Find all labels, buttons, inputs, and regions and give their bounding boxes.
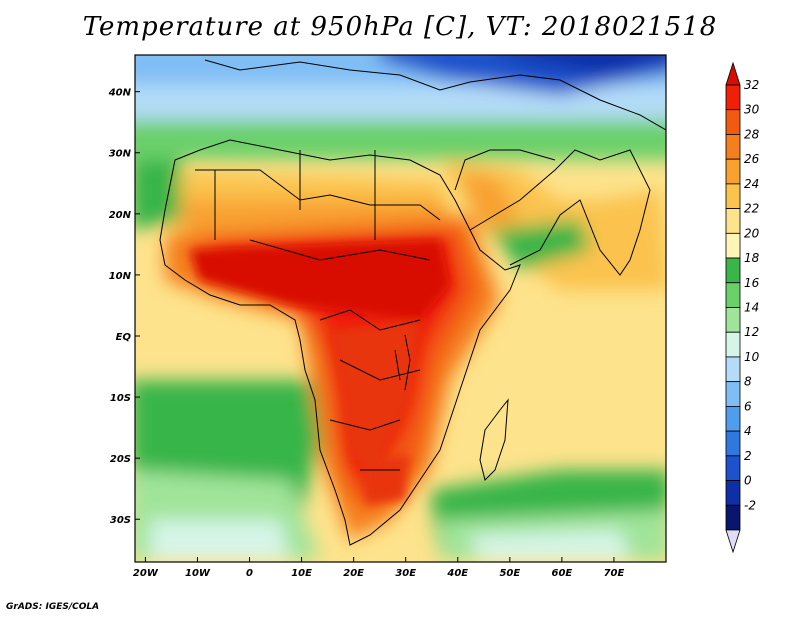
colorbar-segment	[725, 208, 741, 234]
colorbar-level-label: 8	[744, 375, 752, 389]
y-tick-label: 20N	[109, 210, 132, 221]
x-tick-label: 40E	[446, 568, 468, 579]
colorbar-segment	[725, 504, 741, 531]
x-tick-label: 10W	[185, 568, 211, 579]
colorbar-segment	[725, 430, 741, 457]
y-tick-label: 10N	[109, 271, 132, 282]
colorbar-level-label: 20	[744, 226, 760, 240]
colorbar-level-label: 0	[744, 474, 752, 488]
colorbar-segment	[725, 232, 741, 259]
x-tick-label: 10E	[291, 568, 312, 579]
colorbar-level-label: 16	[744, 276, 760, 290]
colorbar-segment	[725, 381, 741, 407]
colorbar-segment	[725, 158, 741, 185]
colorbar-segment	[725, 134, 741, 160]
y-tick-label: EQ	[116, 332, 132, 343]
credit-label: GrADS: IGES/COLA	[6, 602, 100, 612]
colorbar-level-label: 2	[744, 449, 752, 463]
x-tick-label: 20E	[343, 568, 364, 579]
colorbar-level-label: 12	[744, 325, 759, 339]
colorbar-segment	[725, 356, 741, 383]
coastlines	[159, 59, 666, 546]
colorbar-segment	[725, 455, 741, 481]
colorbar-segment	[725, 84, 741, 111]
colorbar-level-label: 28	[744, 127, 760, 141]
colorbar-segment	[725, 480, 741, 506]
temperature-field	[135, 55, 666, 562]
colorbar-level-label: 4	[744, 424, 752, 438]
colorbar-segment	[725, 109, 741, 135]
colorbar-segment	[725, 183, 741, 210]
colorbar-level-label: 26	[744, 152, 760, 166]
colorbar-level-label: 10	[744, 350, 760, 364]
colorbar-level-label: -2	[744, 498, 756, 512]
colorbar-segment	[725, 405, 741, 432]
x-axis-ticks: 20W 10W 0 10E 20E 30E 40E 50E 60E 70E	[133, 557, 625, 579]
x-tick-label: 60E	[552, 568, 573, 579]
colorbar-segment	[725, 282, 741, 308]
colorbar-level-label: 24	[744, 177, 759, 191]
colorbar-top-arrow	[725, 61, 741, 86]
colorbar-level-label: 22	[744, 202, 759, 216]
y-tick-label: 20S	[110, 454, 131, 465]
y-axis-ticks: 40N 30N 20N 10N EQ 10S 20S 30S	[108, 88, 140, 526]
colorbar-level-label: 14	[744, 301, 759, 315]
x-tick-label: 0	[246, 568, 253, 579]
colorbar-segment	[725, 331, 741, 358]
x-tick-label: 70E	[604, 568, 625, 579]
colorbar-level-label: 6	[744, 399, 752, 413]
colorbar-level-label: 18	[744, 251, 760, 265]
colorbar-level-label: 32	[744, 78, 759, 92]
y-tick-label: 30S	[110, 515, 131, 526]
y-tick-label: 40N	[108, 88, 132, 99]
colorbar-segment	[725, 307, 741, 333]
y-tick-label: 10S	[110, 393, 131, 404]
colorbar-segment	[725, 257, 741, 284]
y-tick-label: 30N	[109, 149, 132, 160]
plot-frame	[134, 54, 667, 563]
chart-title: Temperature at 950hPa [C], VT: 201802151…	[82, 12, 718, 42]
x-tick-label: 20W	[133, 568, 159, 579]
x-tick-label: 50E	[499, 568, 520, 579]
x-tick-label: 30E	[395, 568, 416, 579]
colorbar-level-label: 30	[744, 103, 760, 117]
colorbar-bottom-arrow	[725, 529, 741, 554]
